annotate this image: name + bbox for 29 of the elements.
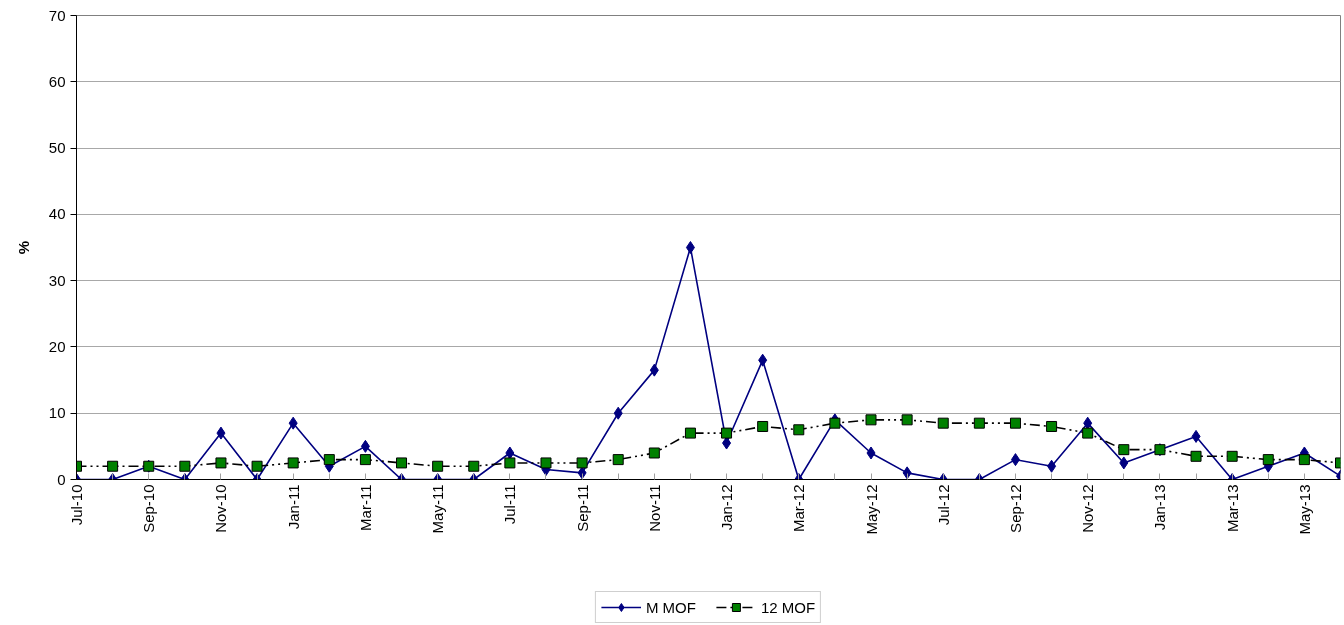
x-tick-label: Mar-12 xyxy=(790,484,808,533)
x-tick-label: Jul-11 xyxy=(501,484,519,525)
legend-label: M MOF xyxy=(645,598,696,616)
y-axis-title: % xyxy=(14,240,32,255)
x-tick-label: May-13 xyxy=(1295,484,1313,535)
x-tick-label: Nov-11 xyxy=(645,484,663,532)
y-tick-label: 30 xyxy=(48,271,66,289)
x-tick-label: Sep-11 xyxy=(573,484,591,532)
x-tick-label: Nov-12 xyxy=(1079,484,1097,533)
x-tick-label: Nov-10 xyxy=(212,484,230,533)
y-tick-label: 0 xyxy=(57,470,66,488)
y-tick-label: 70 xyxy=(48,6,66,24)
x-tick-label: Jul-12 xyxy=(934,484,952,526)
x-tick-label: Mar-13 xyxy=(1223,484,1241,533)
y-tick-label: 40 xyxy=(48,205,66,223)
x-tick-label: Jan-11 xyxy=(284,484,302,530)
y-tick-label: 10 xyxy=(48,404,66,422)
x-tick-label: Sep-10 xyxy=(140,484,158,533)
x-tick-label: May-11 xyxy=(429,484,447,534)
legend-label: 12 MOF xyxy=(760,598,816,616)
x-tick-label: Mar-11 xyxy=(356,484,374,531)
x-tick-label: Jul-10 xyxy=(68,484,85,526)
y-tick-label: 60 xyxy=(48,72,66,90)
x-tick-label: Jan-13 xyxy=(1151,484,1169,531)
x-tick-label: Jan-12 xyxy=(718,484,736,531)
x-tick-label: May-12 xyxy=(862,484,880,535)
y-tick-label: 20 xyxy=(48,337,66,355)
x-tick-label: Sep-12 xyxy=(1006,484,1024,533)
y-tick-label: 50 xyxy=(48,139,66,157)
